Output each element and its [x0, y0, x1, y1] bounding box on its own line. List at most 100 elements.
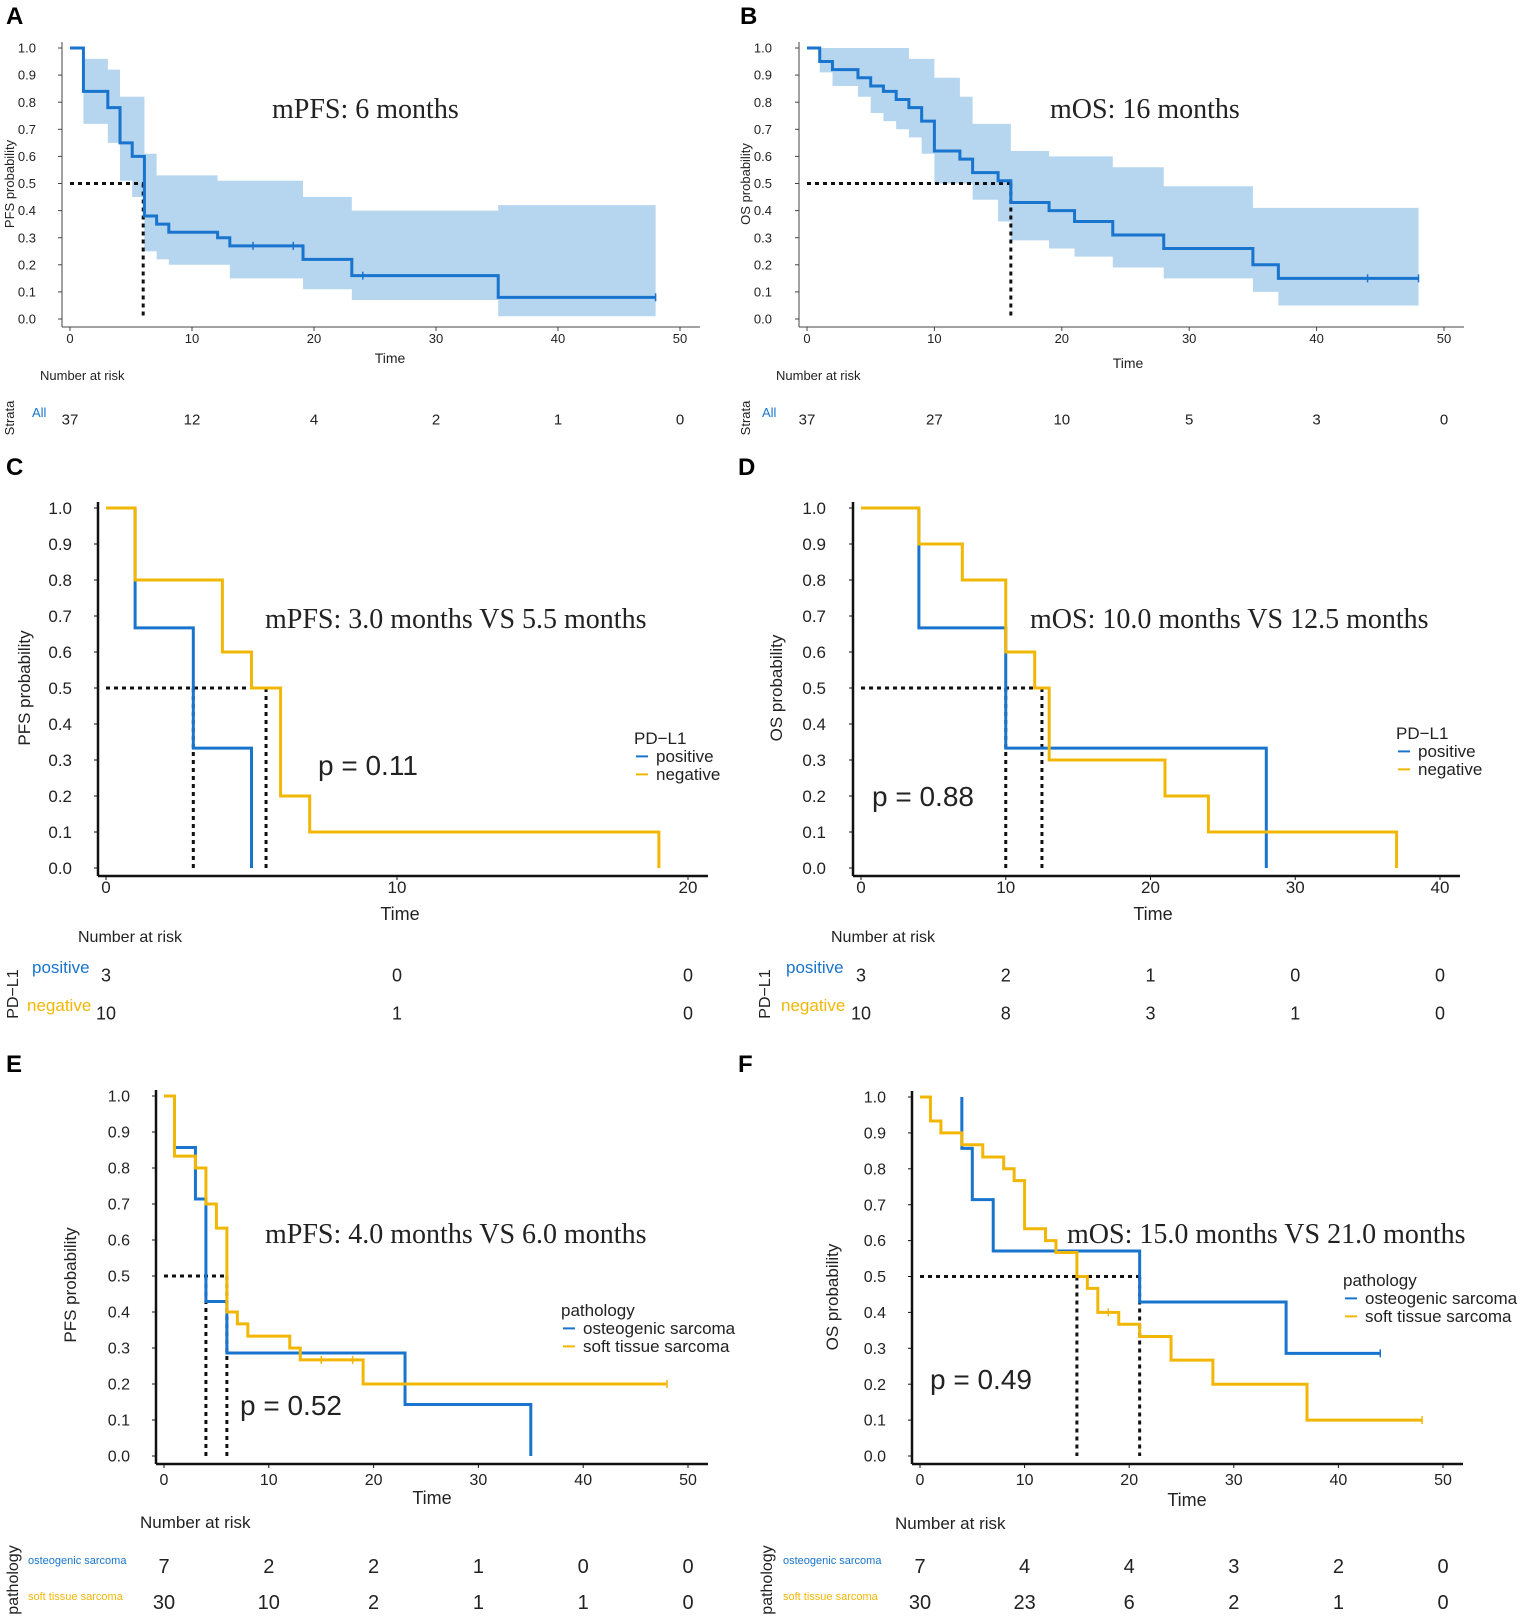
- km-curve-soft-tissue-sarcoma: [920, 1095, 1423, 1422]
- panel-d: D0.00.10.20.30.40.50.60.70.80.91.00 10 20 3…: [738, 454, 1482, 1023]
- risk-count: 3: [1228, 1556, 1239, 1578]
- risk-count: 6: [1124, 1592, 1135, 1614]
- x-tick-label: 40: [1330, 1472, 1348, 1489]
- y-tick-label: 0.7: [802, 607, 826, 626]
- risk-row-label: soft tissue sarcoma: [783, 1591, 879, 1603]
- risk-table-title: Number at risk: [776, 368, 861, 383]
- risk-count: 3: [101, 965, 111, 985]
- median-annotation: mPFS: 3.0 months VS 5.5 months: [265, 604, 646, 635]
- x-tick-label: 0: [101, 878, 110, 897]
- x-tick-label: 10: [388, 878, 407, 897]
- risk-count: 4: [1124, 1556, 1135, 1578]
- panel-label: F: [738, 1051, 753, 1078]
- y-tick-label: 0.1: [864, 1413, 886, 1430]
- y-axis-label: PFS probability: [61, 1227, 80, 1343]
- y-tick-label: 1.0: [864, 1090, 886, 1107]
- y-tick-label: 0.1: [754, 284, 772, 299]
- y-tick-label: 0.2: [18, 257, 36, 272]
- y-tick-label: 0.5: [802, 679, 826, 698]
- y-tick-label: 0.4: [802, 715, 826, 734]
- risk-row-label: positive: [32, 958, 90, 977]
- risk-count: 2: [368, 1592, 379, 1614]
- risk-row-label: All: [32, 405, 47, 420]
- p-value: p = 0.11: [318, 750, 418, 781]
- x-tick-label: 20: [1055, 331, 1069, 346]
- risk-strata-title: pathology: [5, 1545, 22, 1614]
- risk-count: 4: [310, 411, 318, 428]
- risk-table-title: Number at risk: [895, 1514, 1006, 1533]
- risk-strata-title: PD−L1: [757, 969, 774, 1018]
- y-tick-label: 0.2: [754, 257, 772, 272]
- risk-count: 0: [1440, 411, 1448, 428]
- risk-count: 3: [1312, 411, 1320, 428]
- y-axis-label: PFS probability: [15, 630, 34, 746]
- x-axis-label: Time: [380, 904, 419, 924]
- axes: 0.0 0.1 0.2 0.3 0.4 0.5 0.6 0.7 0.8 0.9 1.0 0 10 20 30…: [18, 41, 700, 346]
- risk-count: 0: [683, 965, 693, 985]
- risk-row-label: positive: [786, 958, 844, 977]
- risk-count: 23: [1013, 1592, 1035, 1614]
- km-curve-osteogenic-sarcoma: [960, 1097, 1381, 1355]
- y-tick-label: 0.4: [108, 1305, 130, 1322]
- y-tick-label: 0.6: [18, 149, 36, 164]
- legend-item-osteogenic-sarcoma: osteogenic sarcoma: [1365, 1289, 1518, 1308]
- y-tick-label: 0.0: [864, 1449, 886, 1466]
- risk-count: 2: [368, 1556, 379, 1578]
- axes: 0.0 0.1 0.2 0.3 0.4 0.5 0.6 0.7 0.8 0.9 1.0 0 10 20 30…: [754, 41, 1464, 346]
- x-tick-label: 20: [1141, 878, 1160, 897]
- y-tick-label: 0.1: [802, 823, 826, 842]
- y-tick-label: 0.0: [754, 312, 772, 327]
- x-tick-label: 20: [1120, 1472, 1138, 1489]
- y-axis-label: OS probability: [767, 634, 786, 741]
- y-axis-label: OS probability: [738, 143, 753, 225]
- y-tick-label: 0.6: [754, 149, 772, 164]
- y-tick-label: 0.7: [18, 122, 36, 137]
- risk-strata-title: Strata: [2, 400, 17, 435]
- y-tick-label: 1.0: [108, 1089, 130, 1106]
- panel-label: A: [6, 3, 23, 30]
- y-tick-label: 0.2: [108, 1377, 130, 1394]
- y-tick-label: 0.7: [48, 607, 72, 626]
- x-tick-label: 50: [673, 331, 687, 346]
- risk-count: 2: [263, 1556, 274, 1578]
- risk-count: 1: [1333, 1592, 1344, 1614]
- legend-item-positive: positive: [1418, 742, 1476, 761]
- y-tick-label: 0.3: [864, 1341, 886, 1358]
- risk-table-title: Number at risk: [140, 1513, 251, 1532]
- risk-count: 1: [473, 1592, 484, 1614]
- y-tick-label: 0.3: [48, 751, 72, 770]
- risk-table: Number at risk Strata All 37 27 10 5 3 0: [738, 368, 1448, 435]
- median-annotation: mOS: 15.0 months VS 21.0 months: [1067, 1219, 1466, 1250]
- legend-title: pathology: [561, 1301, 635, 1320]
- risk-strata-title: PD−L1: [5, 969, 22, 1018]
- x-tick-label: 0: [916, 1472, 925, 1489]
- risk-count: 1: [1145, 965, 1155, 985]
- y-tick-label: 0.8: [864, 1161, 886, 1178]
- legend-item-soft-tissue-sarcoma: soft tissue sarcoma: [583, 1337, 730, 1356]
- y-tick-label: 0.2: [48, 787, 72, 806]
- risk-table-title: Number at risk: [831, 929, 936, 946]
- confidence-band: [70, 48, 656, 317]
- y-tick-label: 0.6: [802, 643, 826, 662]
- p-value: p = 0.52: [240, 1390, 342, 1421]
- risk-count: 8: [1001, 1003, 1011, 1023]
- y-tick-label: 0.5: [864, 1269, 886, 1286]
- risk-count: 12: [184, 411, 201, 428]
- risk-count: 0: [682, 1592, 693, 1614]
- y-tick-label: 0.0: [802, 859, 826, 878]
- panel-label: D: [738, 454, 755, 481]
- legend-item-osteogenic-sarcoma: osteogenic sarcoma: [583, 1319, 736, 1338]
- legend-item-negative: negative: [1418, 760, 1482, 779]
- y-tick-label: 0.8: [802, 571, 826, 590]
- median-annotation: mPFS: 4.0 months VS 6.0 months: [265, 1219, 646, 1250]
- y-tick-label: 0.9: [18, 68, 36, 83]
- x-tick-label: 30: [1182, 331, 1196, 346]
- risk-count: 7: [914, 1556, 925, 1578]
- y-tick-label: 0.9: [108, 1125, 130, 1142]
- x-tick-label: 30: [470, 1472, 488, 1489]
- axes: 0.0 0.1 0.2 0.3 0.4 0.5 0.6 0.7 0.8 0.9 1.0 0 10 20 30…: [864, 1090, 1463, 1489]
- legend-title: PD−L1: [1396, 724, 1448, 743]
- panel-c: C0.00.10.20.30.40.50.60.70.80.91.00 10 20T…: [5, 454, 720, 1023]
- y-tick-label: 0.7: [108, 1197, 130, 1214]
